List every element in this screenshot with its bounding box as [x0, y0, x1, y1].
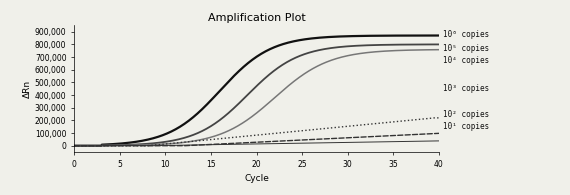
Text: 10⁵ copies: 10⁵ copies [442, 44, 489, 53]
X-axis label: Cycle: Cycle [244, 174, 269, 183]
Text: 10¹ copies: 10¹ copies [442, 122, 489, 131]
Text: 10² copies: 10² copies [442, 110, 489, 119]
Text: 10³ copies: 10³ copies [442, 84, 489, 93]
Title: Amplification Plot: Amplification Plot [207, 13, 306, 23]
Text: 10⁴ copies: 10⁴ copies [442, 56, 489, 65]
Text: 10⁶ copies: 10⁶ copies [442, 30, 489, 39]
Y-axis label: ΔRn: ΔRn [23, 80, 32, 98]
